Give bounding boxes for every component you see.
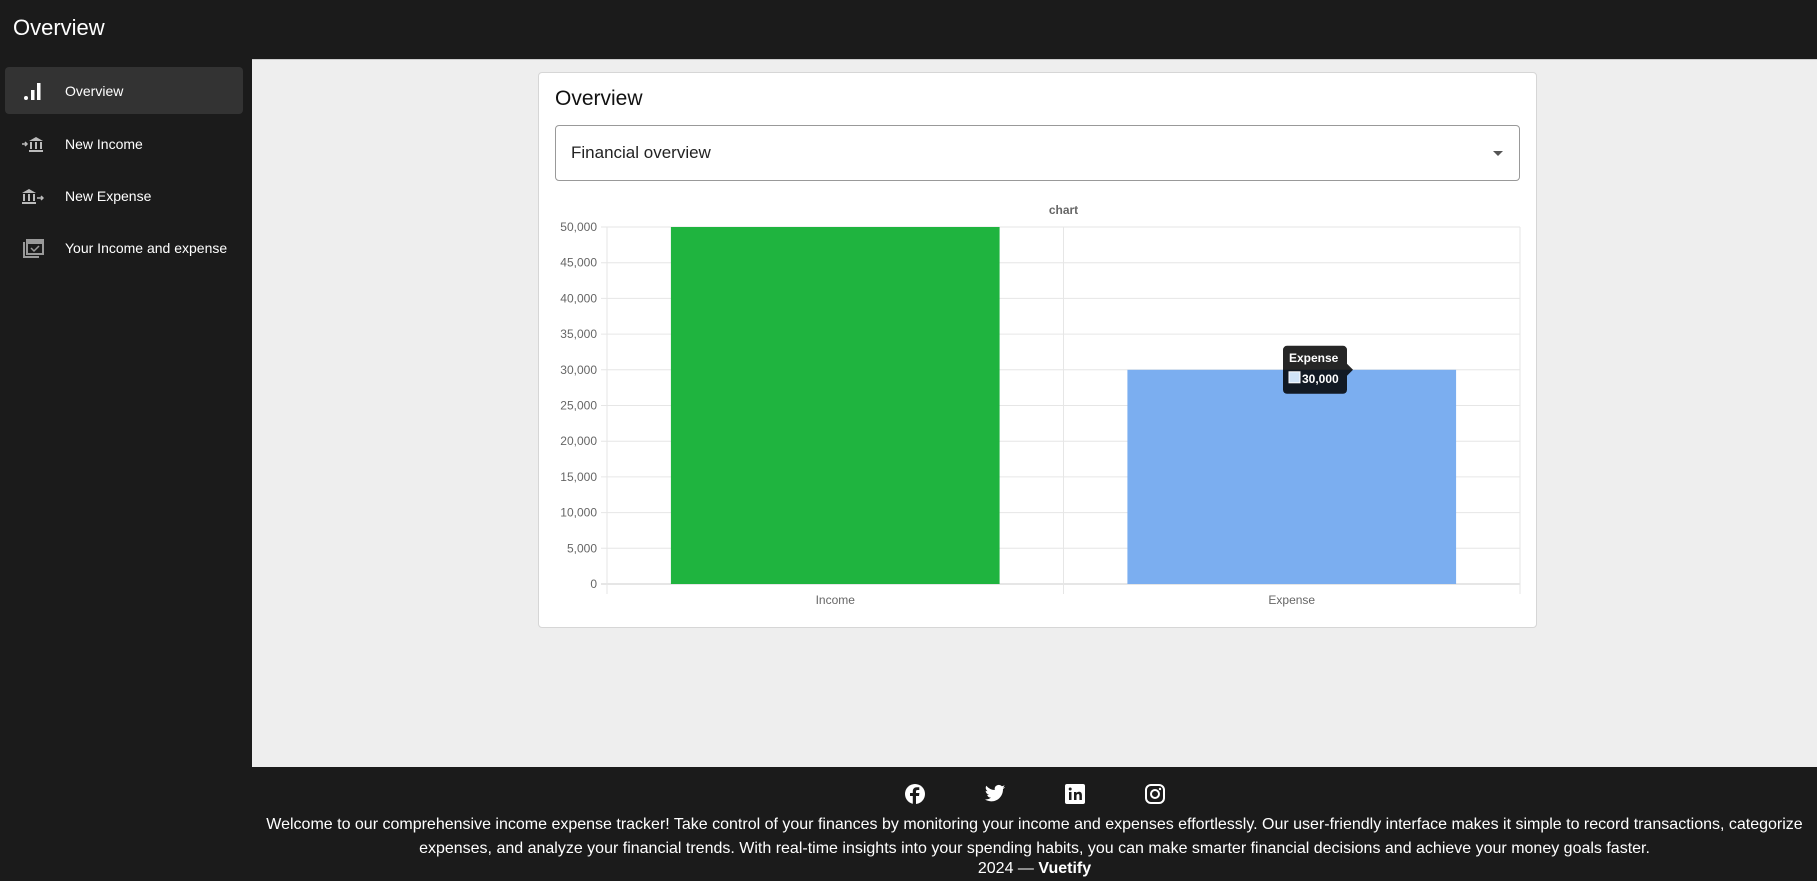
instagram-icon[interactable] bbox=[1143, 783, 1167, 805]
footer-copyright: 2024 — Vuetify bbox=[252, 860, 1817, 878]
bar-expense bbox=[1127, 369, 1457, 584]
main-content: Overview Financial overview chart 0 5,000 1… bbox=[252, 59, 1817, 767]
bank-transfer-out-icon bbox=[21, 184, 45, 208]
y-tick-label: 35,000 bbox=[560, 327, 597, 341]
sidebar-item-label: New Expense bbox=[65, 187, 152, 204]
footer: Welcome to our comprehensive income expe… bbox=[252, 767, 1817, 881]
sidebar-item-label: Your Income and expense bbox=[65, 239, 228, 256]
y-tick-label: 30,000 bbox=[560, 363, 597, 377]
app-bar: Overview bbox=[0, 0, 1817, 59]
footer-description: Welcome to our comprehensive income expe… bbox=[266, 816, 1803, 857]
x-tick-label: Income bbox=[816, 593, 856, 607]
y-tick-label: 20,000 bbox=[560, 434, 597, 448]
twitter-icon[interactable] bbox=[983, 783, 1007, 805]
facebook-icon[interactable] bbox=[903, 783, 927, 805]
sidebar-item-label: New Income bbox=[65, 135, 143, 152]
sidebar-item-label: Overview bbox=[65, 82, 124, 99]
tooltip-value: 30,000 bbox=[1302, 372, 1339, 386]
y-tick-label: 25,000 bbox=[560, 399, 597, 413]
x-tick-label: Expense bbox=[1268, 593, 1315, 607]
y-tick-label: 0 bbox=[590, 577, 597, 591]
tooltip-color-swatch bbox=[1288, 371, 1301, 384]
sidebar-item-income-and-expense[interactable]: Your Income and expense bbox=[5, 224, 243, 271]
brand-name: Vuetify bbox=[1038, 860, 1092, 877]
chart-title: chart bbox=[1049, 203, 1078, 217]
app-title: Overview bbox=[13, 15, 105, 40]
copyright-year: 2024 — bbox=[977, 860, 1039, 877]
y-tick-label: 45,000 bbox=[560, 256, 597, 270]
bank-transfer-in-icon bbox=[21, 132, 45, 156]
select-value: Financial overview bbox=[571, 143, 711, 162]
sidebar-item-new-expense[interactable]: New Expense bbox=[5, 172, 243, 219]
sidebar-item-overview[interactable]: Overview bbox=[5, 67, 243, 114]
overview-select[interactable]: Financial overview bbox=[555, 125, 1520, 181]
chart-bar-icon bbox=[21, 79, 45, 103]
chevron-down-icon bbox=[1493, 151, 1503, 156]
calendar-check-multiple-icon bbox=[21, 236, 45, 260]
y-tick-label: 40,000 bbox=[560, 291, 597, 305]
y-tick-label: 10,000 bbox=[560, 506, 597, 520]
bar-chart: chart 0 5,000 10,000 15,000 20,000 25,000 30,00… bbox=[560, 203, 1521, 607]
overview-card: Overview Financial overview chart 0 5,000 1… bbox=[538, 72, 1537, 628]
linkedin-icon[interactable] bbox=[1063, 783, 1087, 805]
y-tick-label: 15,000 bbox=[560, 470, 597, 484]
sidebar-item-new-income[interactable]: New Income bbox=[5, 120, 243, 167]
tooltip-caret bbox=[1347, 363, 1353, 376]
card-title: Overview bbox=[555, 87, 643, 110]
tooltip-title: Expense bbox=[1289, 351, 1339, 365]
y-tick-label: 50,000 bbox=[560, 220, 597, 234]
sidebar: Overview New Income New Expense Your Inc… bbox=[0, 59, 252, 881]
bar-income bbox=[670, 227, 1000, 584]
y-tick-label: 5,000 bbox=[567, 541, 597, 555]
